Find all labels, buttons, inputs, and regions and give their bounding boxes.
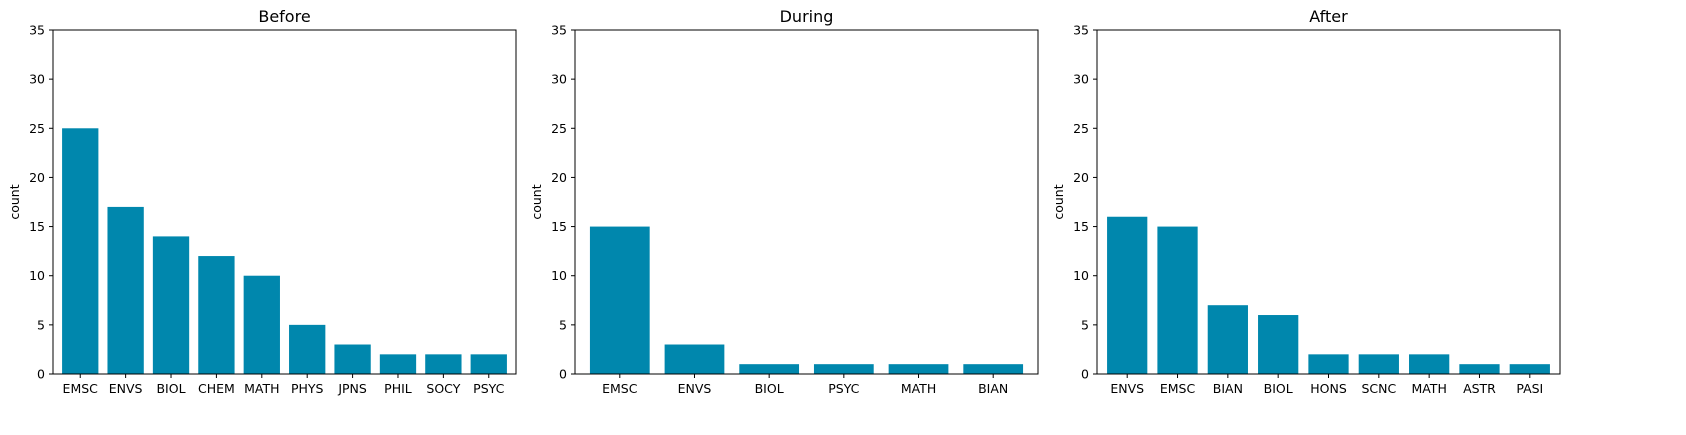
y-tick-label: 15: [1073, 219, 1089, 234]
chart-panel-0: 0 5 10 15 20 25 30 35 EMSC ENVS BIOL CHEM MATH PHYS JP…: [7, 7, 517, 396]
x-tick-label: PHYS: [291, 381, 324, 396]
x-tick-label: MATH: [244, 381, 279, 396]
bar-astr: [1459, 364, 1500, 374]
x-tick-label: BIAN: [978, 381, 1008, 396]
y-axis-label: count: [1051, 184, 1066, 219]
bar-math: [243, 275, 280, 374]
y-tick-label: 20: [551, 170, 567, 185]
chart-title: During: [780, 7, 834, 26]
y-tick-label: 35: [29, 23, 45, 38]
x-tick-label: PASI: [1516, 381, 1543, 396]
x-tick-label: MATH: [901, 381, 936, 396]
bar-pasi: [1509, 364, 1550, 374]
y-tick-label: 25: [551, 121, 567, 136]
y-tick-label: 30: [551, 72, 567, 87]
y-axis-label: count: [7, 184, 22, 219]
x-tick-label: SOCY: [426, 381, 460, 396]
x-tick-label: HONS: [1310, 381, 1347, 396]
x-tick-label: ENVS: [678, 381, 712, 396]
y-tick-label: 5: [1081, 317, 1089, 332]
y-tick-label: 15: [29, 219, 45, 234]
x-tick-label: PHIL: [384, 381, 412, 396]
bar-emsc: [1157, 226, 1198, 374]
x-tick-label: ENVS: [1110, 381, 1144, 396]
y-tick-label: 35: [1073, 23, 1089, 38]
bar-chem: [198, 256, 235, 374]
y-tick-label: 5: [559, 317, 567, 332]
bar-psyc: [470, 354, 507, 374]
y-tick-label: 20: [1073, 170, 1089, 185]
bar-jpns: [334, 344, 371, 374]
x-tick-label: MATH: [1411, 381, 1446, 396]
x-tick-label: ENVS: [109, 381, 143, 396]
y-tick-label: 25: [29, 121, 45, 136]
x-tick-label: BIOL: [1264, 381, 1293, 396]
bar-biol: [1258, 315, 1299, 374]
x-tick-label: CHEM: [198, 381, 235, 396]
chart-panel-2: 0 5 10 15 20 25 30 35 ENVS EMSC BIAN BIOL HONS SCNC MA…: [1051, 7, 1561, 396]
axes-frame: [574, 29, 1039, 375]
bar-bian: [963, 364, 1024, 374]
y-tick-label: 0: [1081, 367, 1089, 382]
bar-emsc: [62, 128, 99, 374]
y-tick-label: 10: [29, 268, 45, 283]
chart-title: Before: [258, 7, 310, 26]
y-tick-label: 10: [551, 268, 567, 283]
bar-hons: [1308, 354, 1349, 374]
x-tick-label: EMSC: [1160, 381, 1196, 396]
bar-socy: [425, 354, 462, 374]
chart-panel-1: 0 5 10 15 20 25 30 35 EMSC ENVS BIOL PSYC MATH BIAN Du…: [529, 7, 1039, 396]
x-tick-label: BIOL: [755, 381, 784, 396]
y-tick-label: 0: [37, 367, 45, 382]
y-tick-label: 10: [1073, 268, 1089, 283]
x-tick-label: ASTR: [1463, 381, 1496, 396]
bar-biol: [152, 236, 190, 374]
y-tick-label: 5: [37, 317, 45, 332]
chart-title: After: [1309, 7, 1348, 26]
y-tick-label: 20: [29, 170, 45, 185]
bar-psyc: [813, 364, 874, 374]
x-tick-label: JPNS: [337, 381, 367, 396]
bar-envs: [107, 206, 144, 374]
x-tick-label: PSYC: [473, 381, 504, 396]
x-tick-label: PSYC: [828, 381, 859, 396]
bar-envs: [664, 344, 725, 374]
bar-envs: [1107, 216, 1148, 374]
bar-biol: [739, 364, 800, 374]
bar-math: [888, 364, 949, 374]
bar-emsc: [589, 226, 650, 374]
axes-frame: [52, 29, 517, 375]
bar-scnc: [1358, 354, 1399, 374]
x-tick-label: EMSC: [63, 381, 99, 396]
y-tick-label: 35: [551, 23, 567, 38]
x-tick-label: BIAN: [1213, 381, 1243, 396]
y-tick-label: 30: [1073, 72, 1089, 87]
bar-phys: [289, 324, 326, 374]
y-tick-label: 30: [29, 72, 45, 87]
y-axis-label: count: [529, 184, 544, 219]
y-tick-label: 0: [559, 367, 567, 382]
y-tick-label: 15: [551, 219, 567, 234]
bar-phil: [379, 354, 417, 374]
bar-math: [1409, 354, 1450, 374]
bar-bian: [1207, 305, 1248, 374]
x-tick-label: EMSC: [602, 381, 638, 396]
x-tick-label: SCNC: [1361, 381, 1396, 396]
y-tick-label: 25: [1073, 121, 1089, 136]
x-tick-label: BIOL: [156, 381, 185, 396]
